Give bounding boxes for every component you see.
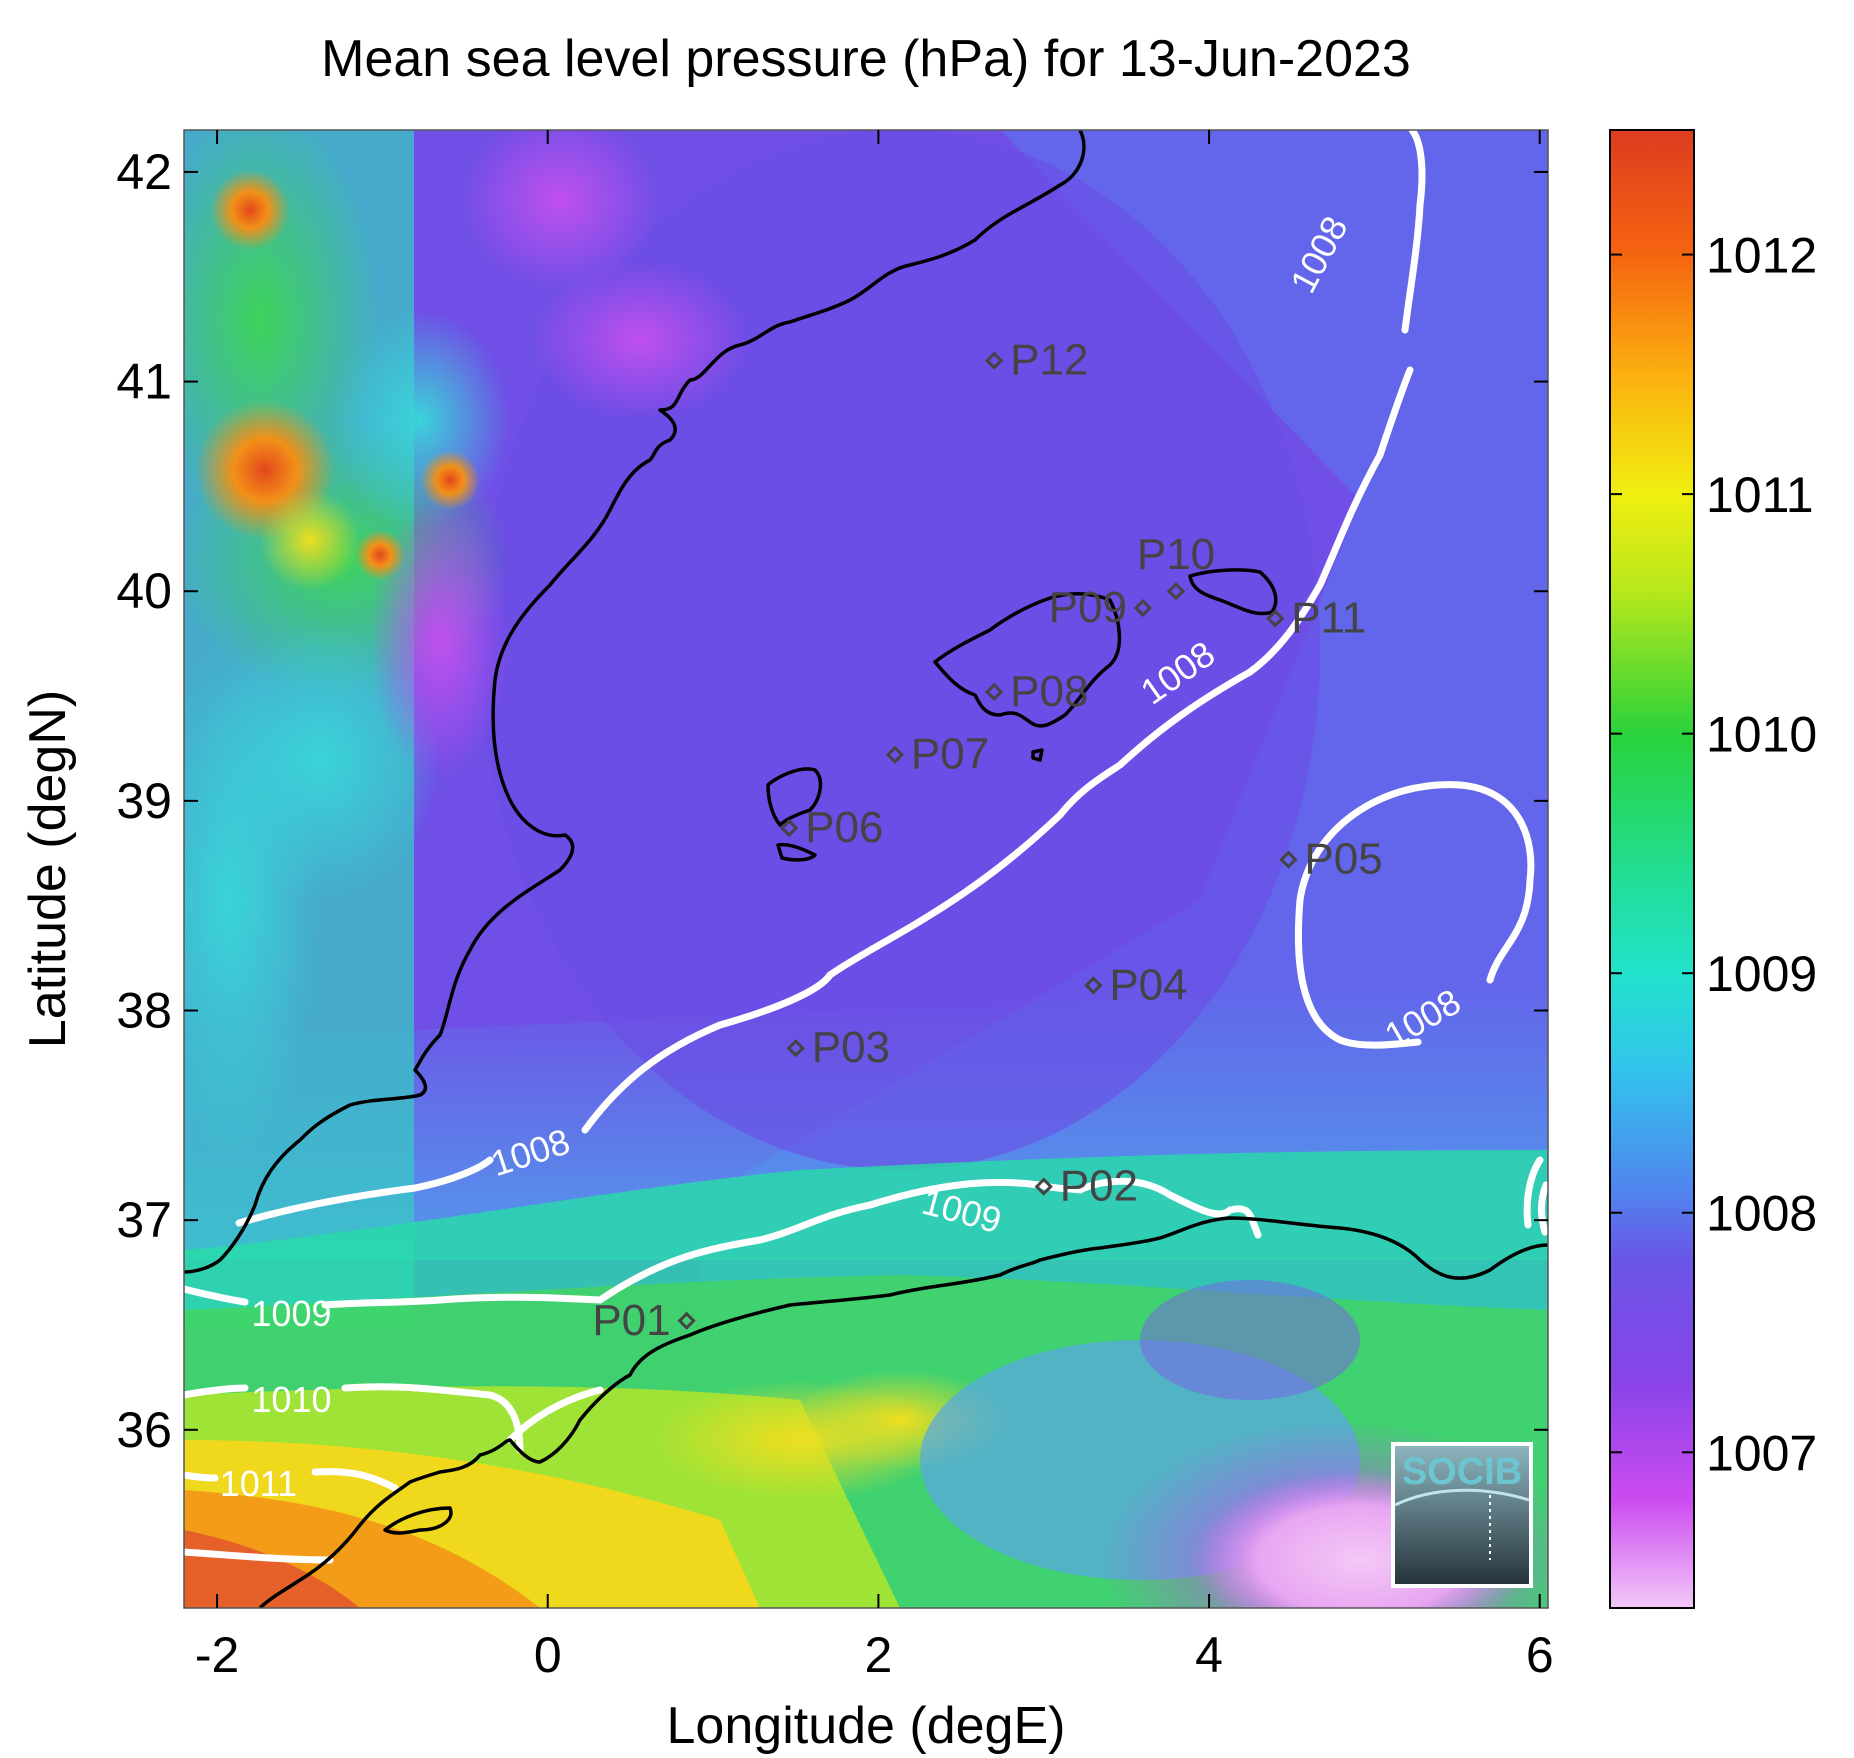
y-tick-label: 40	[116, 563, 172, 619]
isobar-1008-edge	[1523, 1156, 1548, 1236]
station-label: P08	[1010, 667, 1088, 716]
socib-logo: SOCIB	[1391, 1442, 1533, 1588]
colorbar-tick-label: 1012	[1706, 228, 1817, 284]
station-label: P07	[911, 730, 989, 779]
formentera-coastline	[776, 842, 817, 862]
colorbar-ticks: 1007 1008 1009 1010 1011 1012	[1610, 228, 1817, 1481]
station-label: P11	[1291, 593, 1366, 642]
colorbar-tick-label: 1010	[1706, 707, 1817, 763]
y-tick-label: 38	[116, 983, 172, 1039]
coastlines	[184, 130, 1548, 1608]
colorbar-tick-label: 1011	[1706, 467, 1814, 523]
x-axis: -2 0 2 4 6	[195, 130, 1554, 1683]
isobar-1008-loop	[1294, 781, 1535, 1049]
station-label: P12	[1010, 336, 1088, 385]
isobar-1008-main	[235, 130, 1426, 1227]
station-marker	[1266, 609, 1285, 628]
contour-label: 1011	[220, 1463, 297, 1504]
station-marker	[1034, 1177, 1053, 1196]
y-tick-label: 42	[116, 144, 172, 200]
station-label: P05	[1304, 835, 1382, 884]
contour-label: 1010	[251, 1379, 331, 1420]
colorbar: 1007 1008 1009 1010 1011 1012	[1609, 129, 1817, 1609]
station-marker	[786, 1039, 805, 1058]
station-marker	[1084, 976, 1103, 995]
y-tick-label: 36	[116, 1402, 172, 1458]
colorbar-tick-label: 1009	[1706, 946, 1817, 1002]
x-tick-label: 4	[1195, 1627, 1223, 1683]
x-tick-label: 6	[1526, 1627, 1554, 1683]
cabrera-coastline	[1031, 748, 1044, 762]
x-axis-label: Longitude (degE)	[667, 1697, 1066, 1755]
station-label: P10	[1137, 530, 1215, 579]
colorbar-ramp	[1609, 129, 1695, 1609]
menorca-coastline	[1188, 568, 1278, 616]
station-label: P04	[1109, 960, 1187, 1009]
african-coastline	[258, 1216, 1548, 1608]
x-tick-label: 2	[864, 1627, 892, 1683]
iberian-coastline	[184, 130, 1086, 1274]
pressure-field	[184, 130, 1548, 1608]
station-marker	[985, 351, 1004, 370]
isobar-1009-south	[184, 1285, 604, 1309]
y-axis: 36 37 38 39 40 41 42	[116, 144, 1548, 1458]
station-marker	[1133, 598, 1153, 618]
colorbar-tick-label: 1007	[1706, 1425, 1817, 1481]
station-marker	[985, 682, 1004, 701]
y-tick-label: 41	[116, 354, 172, 410]
ibiza-coastline	[766, 767, 823, 827]
station-label: P01	[592, 1296, 670, 1345]
colorbar-tick-label: 1008	[1706, 1186, 1817, 1242]
isobar-1011-lower	[184, 1548, 334, 1564]
isobar-1010	[184, 1383, 604, 1454]
figure-title: Mean sea level pressure (hPa) for 13-Jun…	[321, 30, 1411, 88]
mallorca-coastline	[933, 592, 1122, 728]
station-marker	[1279, 850, 1298, 869]
station-label: P09	[1049, 583, 1127, 632]
contour-label: 1009	[251, 1293, 331, 1334]
station-marker	[885, 745, 905, 764]
socib-logo-text: SOCIB	[1402, 1451, 1522, 1493]
alboran-island-coastline	[383, 1506, 453, 1535]
y-axis-label: Latitude (degN)	[19, 690, 77, 1048]
station-label: P06	[805, 803, 883, 852]
station-marker	[779, 818, 799, 838]
y-tick-label: 39	[116, 773, 172, 829]
y-tick-label: 37	[116, 1192, 172, 1248]
station-label: P03	[812, 1023, 890, 1072]
station-marker	[677, 1311, 696, 1330]
plot-frame	[183, 129, 1549, 1609]
station-label: P02	[1060, 1162, 1138, 1211]
isobar-1011	[184, 1468, 399, 1492]
x-tick-label: -2	[195, 1627, 239, 1683]
x-tick-label: 0	[534, 1627, 562, 1683]
station-marker	[1166, 582, 1186, 601]
